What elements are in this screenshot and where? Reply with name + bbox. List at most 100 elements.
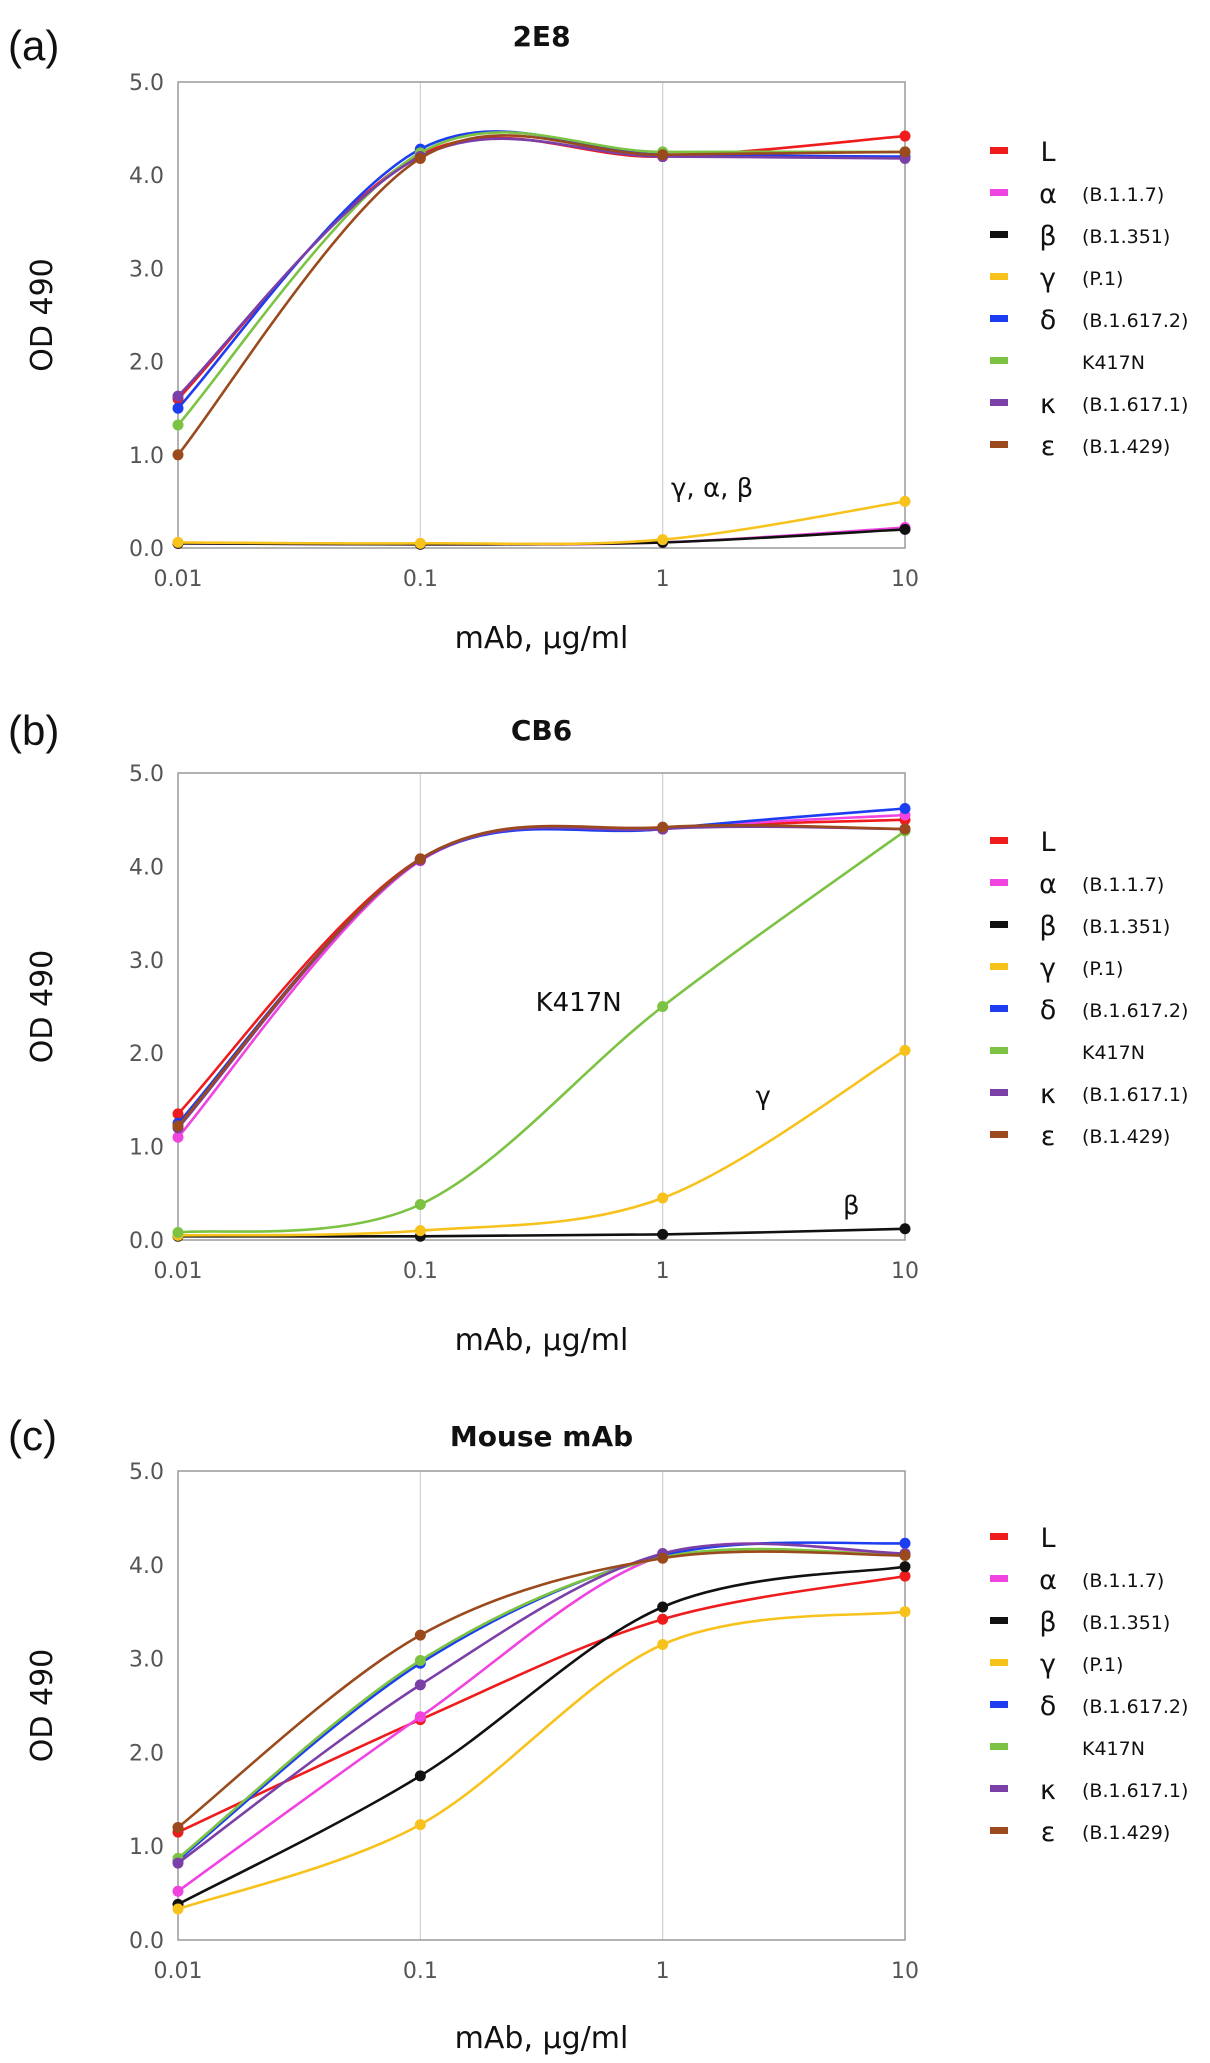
legend-symbol: L <box>1040 827 1055 858</box>
legend-strain: (B.1.351) <box>1082 916 1170 938</box>
legend-swatch <box>990 1575 1008 1582</box>
data-point <box>415 1630 426 1641</box>
legend-strain: (B.1.617.1) <box>1082 394 1188 416</box>
chart-title: 2E8 <box>512 20 570 53</box>
legend: Lα (B.1.1.7) β (B.1.351) γ (P.1) δ (B.1.617.2) K… <box>990 1523 1188 1848</box>
legend-symbol: δ <box>1040 305 1057 336</box>
data-point <box>900 1550 911 1561</box>
annotation-label: β <box>843 1191 860 1221</box>
legend-swatch <box>990 1047 1008 1054</box>
panel-label: (c) <box>8 1412 57 1459</box>
data-point <box>900 803 911 814</box>
x-axis-label: mAb, µg/ml <box>455 1323 629 1358</box>
legend-symbol: L <box>1040 137 1055 168</box>
legend-strain: (B.1.429) <box>1082 1126 1170 1148</box>
x-tick-label: 0.01 <box>154 1959 203 1984</box>
data-point <box>415 1711 426 1722</box>
series-line-L <box>178 136 905 399</box>
legend-strain: (B.1.617.2) <box>1082 310 1188 332</box>
data-point <box>657 1553 668 1564</box>
series-line-K417N <box>178 132 905 425</box>
data-point <box>415 853 426 864</box>
chart-panel-a: (a) 2E8 0.0 1.0 2.0 3.0 4.0 5.0 0.01 0.1 1 10 mAb, µ… <box>8 20 1188 656</box>
legend-symbol: β <box>1039 911 1056 942</box>
y-tick-label: 4.0 <box>129 1554 164 1579</box>
legend-strain: (B.1.351) <box>1082 1612 1170 1634</box>
legend-symbol: α <box>1039 1565 1057 1596</box>
x-tick-label: 1 <box>656 1259 670 1284</box>
legend-swatch <box>990 315 1008 322</box>
series-line-ε <box>178 135 905 454</box>
series-line-ε <box>178 825 905 1126</box>
series-line-δ <box>178 131 905 408</box>
panel-label: (b) <box>8 707 59 754</box>
plot-frame <box>178 1471 905 1940</box>
annotation-label: K417N <box>536 988 622 1018</box>
data-point <box>657 1192 668 1203</box>
legend-symbol: κ <box>1040 389 1056 420</box>
y-tick-label: 1.0 <box>129 444 164 469</box>
legend-strain: (B.1.1.7) <box>1082 1570 1164 1592</box>
legend-strain: (P.1) <box>1082 268 1123 290</box>
legend-strain: (B.1.351) <box>1082 226 1170 248</box>
x-tick-label: 10 <box>891 1959 919 1984</box>
y-tick-label: 3.0 <box>129 1648 164 1673</box>
legend-swatch <box>990 441 1008 448</box>
legend-swatch <box>990 1005 1008 1012</box>
legend-strain: (B.1.617.2) <box>1082 1696 1188 1718</box>
legend-swatch <box>990 357 1008 364</box>
legend-strain: (B.1.429) <box>1082 436 1170 458</box>
data-point <box>900 1606 911 1617</box>
data-point <box>173 1858 184 1869</box>
y-tick-label: 3.0 <box>129 949 164 974</box>
y-tick-label: 2.0 <box>129 351 164 376</box>
legend-swatch <box>990 837 1008 844</box>
x-tick-label: 0.1 <box>403 1259 438 1284</box>
legend-symbol: ε <box>1041 431 1056 462</box>
legend-swatch <box>990 1743 1008 1750</box>
y-axis-label: OD 490 <box>25 1649 60 1763</box>
data-point <box>657 822 668 833</box>
legend-strain: (B.1.617.2) <box>1082 1000 1188 1022</box>
legend-strain: K417N <box>1082 1042 1145 1064</box>
data-point <box>415 1655 426 1666</box>
y-tick-label: 2.0 <box>129 1042 164 1067</box>
legend-strain: (P.1) <box>1082 958 1123 980</box>
data-point <box>900 824 911 835</box>
data-point <box>415 1225 426 1236</box>
legend-strain: K417N <box>1082 352 1145 374</box>
series-line-α <box>178 815 905 1137</box>
chart-title: Mouse mAb <box>450 1420 633 1453</box>
x-axis-label: mAb, µg/ml <box>455 621 629 656</box>
y-tick-label: 4.0 <box>129 855 164 880</box>
legend-swatch <box>990 1533 1008 1540</box>
chart-title: CB6 <box>511 714 572 747</box>
data-point <box>657 1001 668 1012</box>
y-tick-label: 0.0 <box>129 1929 164 1954</box>
data-point <box>173 419 184 430</box>
legend-strain: (B.1.1.7) <box>1082 874 1164 896</box>
series-line-γ <box>178 501 905 544</box>
data-point <box>415 538 426 549</box>
legend-swatch <box>990 1617 1008 1624</box>
legend-swatch <box>990 879 1008 886</box>
data-point <box>657 1639 668 1650</box>
data-point <box>657 534 668 545</box>
series-line-γ <box>178 1050 905 1235</box>
legend-symbol: α <box>1039 179 1057 210</box>
data-point <box>657 1229 668 1240</box>
legend-symbol: δ <box>1040 1691 1057 1722</box>
x-tick-label: 10 <box>891 567 919 592</box>
x-tick-label: 1 <box>656 1959 670 1984</box>
data-point <box>173 391 184 402</box>
legend-symbol: β <box>1039 221 1056 252</box>
data-point <box>173 1904 184 1915</box>
chart-panel-c: (c) Mouse mAb0.01.02.03.04.05.00.01 0.1 1 10… <box>8 1412 1188 2056</box>
series-group <box>173 803 911 1242</box>
legend-swatch <box>990 1131 1008 1138</box>
legend-strain: (B.1.1.7) <box>1082 184 1164 206</box>
data-point <box>657 1614 668 1625</box>
legend-swatch <box>990 921 1008 928</box>
x-axis-label: mAb, µg/ml <box>455 2021 629 2056</box>
data-point <box>173 1822 184 1833</box>
